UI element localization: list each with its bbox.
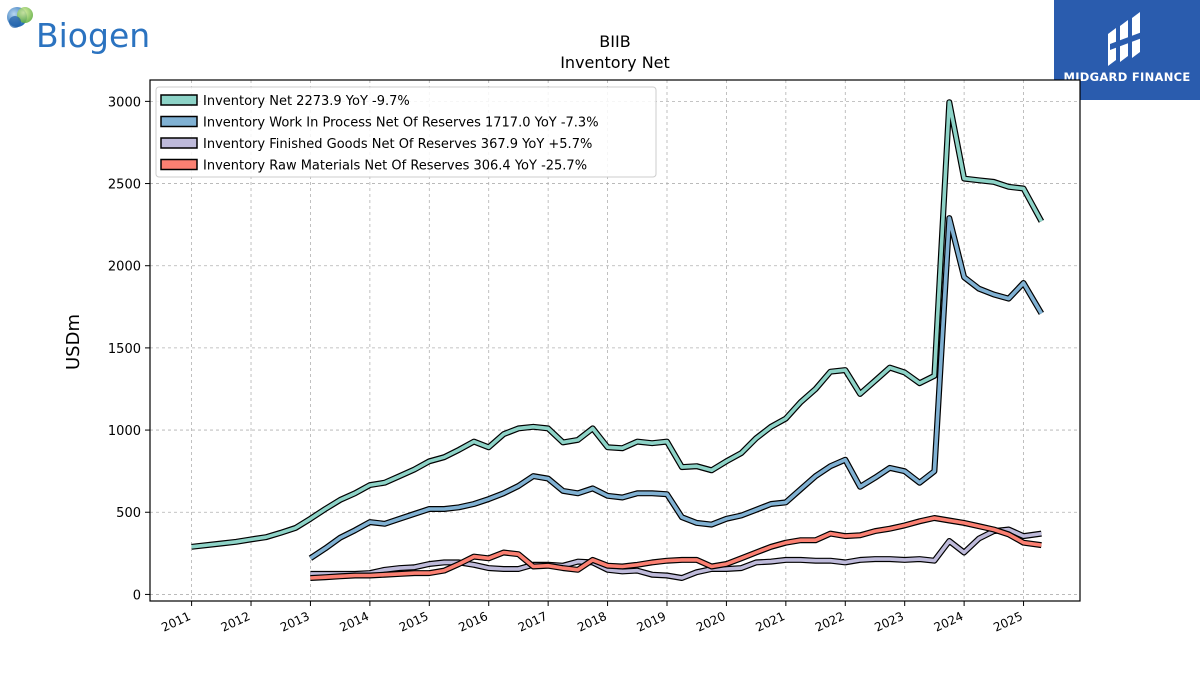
y-tick-label: 2500 [108,178,141,193]
midgard-logo-text: MIDGARD FINANCE [1063,70,1191,84]
series-lines [191,99,1045,581]
chart-subtitle: Inventory Net [560,53,670,72]
x-tick-label: 2012 [219,609,253,635]
x-tick-label: 2013 [278,609,312,635]
x-tick-label: 2019 [635,609,669,635]
legend: Inventory Net 2273.9 YoY -9.7% Inventory … [155,86,657,178]
biogen-logo: Biogen [4,4,154,56]
x-tick-label: 2024 [932,609,966,635]
x-tick-label: 2025 [991,609,1025,635]
y-tick-label: 3000 [108,95,141,110]
biogen-logo-graphic: Biogen [7,7,150,55]
x-tick-label: 2017 [516,609,550,635]
x-tick-label: 2018 [575,609,609,635]
x-tick-label: 2014 [338,609,372,635]
plot-frame [149,79,1081,602]
x-tick-label: 2023 [872,609,906,635]
x-tick-label: 2011 [159,609,193,635]
legend-entry: Inventory Net 2273.9 YoY -9.7% [203,94,410,109]
legend-box [155,86,657,178]
chart-title: BIIB [599,32,630,51]
series-line-inventory-work-in-process-net-of-reserves [309,216,1043,560]
x-tick-label: 2020 [694,609,728,635]
x-tick-label: 2021 [754,609,788,635]
series-line-inventory-net [191,100,1043,549]
legend-swatch [160,137,198,149]
x-tick-label: 2016 [456,609,490,635]
legend-entry: Inventory Finished Goods Net Of Reserves… [203,137,592,152]
y-axis-label: USDm [63,314,84,370]
series-line-inventory-finished-goods-net-of-reserves [310,527,1042,580]
series-line-inventory-raw-materials-net-of-reserves [310,516,1042,580]
y-tick-label: 0 [133,588,141,603]
legend-swatch [160,158,198,171]
x-tick-label: 2015 [397,609,431,635]
y-tick-label: 2000 [108,260,141,275]
x-tick-label: 2022 [813,609,847,635]
midgard-mark-icon [1108,12,1142,66]
y-tick-label: 1000 [108,424,141,439]
legend-swatch [160,94,198,106]
legend-entry: Inventory Raw Materials Net Of Reserves … [203,159,587,174]
y-tick-label: 500 [116,506,141,521]
y-tick-label: 1500 [108,342,141,357]
biogen-logo-text: Biogen [36,16,150,55]
legend-swatch [160,115,198,128]
legend-entry: Inventory Work In Process Net Of Reserve… [203,116,599,131]
